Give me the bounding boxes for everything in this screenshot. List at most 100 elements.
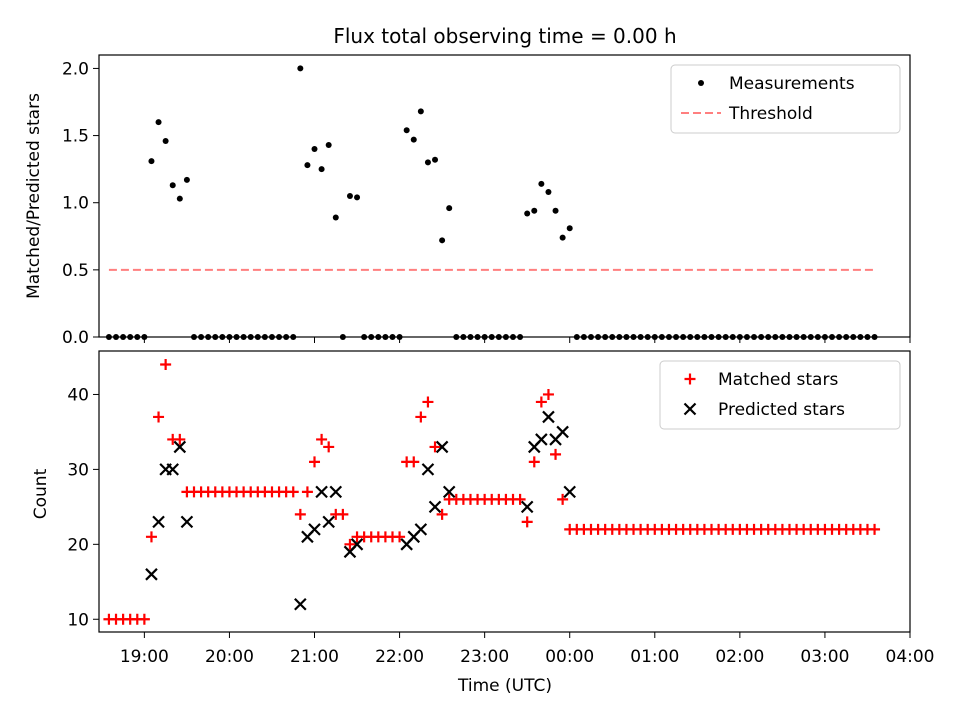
top-y-axis-label: Matched/Predicted stars	[24, 93, 44, 299]
predicted-star-point	[556, 425, 569, 439]
matched-star-point	[550, 448, 562, 460]
predicted-star-point	[173, 440, 187, 454]
measurement-point	[439, 237, 446, 244]
top-axes-frame	[98, 54, 911, 338]
measurement-point	[559, 234, 566, 241]
matched-star-point	[436, 508, 448, 520]
matched-star-point	[429, 441, 441, 453]
x-tick-label: 03:00	[800, 647, 849, 667]
top-y-tick-label: 0.0	[62, 328, 89, 348]
matched-star-point	[394, 531, 406, 543]
top-y-tick-label: 2.0	[62, 59, 89, 79]
bottom-legend: Matched stars Predicted stars	[659, 360, 901, 430]
matched-star-point	[535, 396, 547, 408]
predicted-star-point	[315, 485, 328, 499]
matched-star-point	[316, 433, 328, 445]
predicted-star-point	[180, 515, 194, 529]
measurement-point	[354, 194, 361, 201]
matched-star-point	[287, 486, 299, 498]
matched-star-point	[294, 508, 306, 520]
bottom-y-tick-label: 10	[67, 610, 89, 630]
predicted-star-point	[435, 440, 449, 454]
measurement-point	[346, 193, 353, 199]
measurement-point	[432, 156, 439, 163]
x-tick-label: 23:00	[460, 647, 509, 667]
predicted-star-point	[145, 568, 158, 581]
top-legend: Measurements Threshold	[670, 64, 901, 134]
measurement-point	[332, 214, 339, 221]
matched-star-point	[869, 523, 881, 535]
predicted-star-point	[428, 500, 442, 514]
x-tick-label: 20:00	[205, 647, 254, 667]
x-tick-label: 00:00	[545, 647, 594, 667]
bottom-y-tick-label: 20	[67, 535, 89, 555]
measurement-point	[538, 180, 545, 187]
top-legend-label: Threshold	[728, 104, 813, 124]
matched-star-point	[138, 613, 150, 625]
measurement-point	[176, 195, 183, 202]
bottom-series-0	[103, 358, 881, 625]
predicted-star-point	[542, 410, 555, 424]
matched-star-point	[415, 411, 427, 423]
bottom-series-1	[145, 410, 576, 611]
matched-star-point	[153, 411, 165, 423]
predicted-star-point	[563, 485, 576, 499]
measurement-point	[183, 176, 190, 183]
bottom-y-tick-label: 40	[67, 385, 89, 405]
x-axis-label: Time (UTC)	[457, 676, 552, 696]
matched-star-point	[408, 456, 420, 468]
bottom-legend-box	[659, 360, 901, 430]
matched-star-point	[145, 531, 157, 543]
x-tick-label: 19:00	[120, 647, 169, 667]
measurement-point	[325, 141, 332, 148]
matched-star-point	[521, 516, 533, 528]
matched-star-point	[301, 486, 313, 498]
bottom-legend-label: Matched stars	[718, 370, 838, 390]
measurement-point	[424, 159, 431, 166]
chart-title: Flux total observing time = 0.00 h	[333, 24, 676, 48]
top-legend-marker	[698, 80, 704, 86]
matched-star-point	[309, 456, 321, 468]
predicted-star-point	[535, 433, 548, 446]
predicted-star-point	[294, 597, 307, 611]
measurement-point	[155, 119, 162, 126]
matched-star-point	[542, 388, 554, 400]
matched-star-point	[160, 358, 172, 370]
matched-star-point	[514, 493, 526, 505]
top-y-tick-label: 1.5	[62, 127, 89, 147]
bottom-axes-frame	[98, 350, 911, 633]
matched-star-point	[344, 538, 356, 550]
measurement-point	[531, 207, 538, 214]
measurement-point	[162, 137, 169, 144]
top-y-tick-label: 1.0	[62, 194, 89, 214]
measurement-point	[524, 210, 531, 217]
x-tick-label: 22:00	[375, 647, 424, 667]
measurement-point	[446, 205, 453, 212]
matched-star-point	[528, 456, 540, 468]
x-tick-label: 21:00	[290, 647, 339, 667]
measurement-point	[545, 188, 552, 195]
predicted-star-point	[329, 485, 343, 499]
predicted-star-point	[520, 500, 534, 514]
measurement-point	[318, 166, 325, 173]
top-legend-label: Measurements	[729, 74, 855, 94]
bottom-legend-marker	[684, 373, 696, 385]
predicted-star-point	[350, 538, 364, 551]
measurement-point	[169, 182, 176, 189]
top-legend-box	[670, 64, 901, 134]
matched-star-point	[337, 508, 349, 520]
measurement-point	[566, 225, 573, 232]
x-tick-label: 04:00	[886, 647, 935, 667]
bottom-y-axis-label: Count	[31, 468, 51, 519]
top-y-tick-label: 0.5	[62, 261, 89, 281]
measurement-point	[417, 108, 424, 115]
measurement-point	[403, 127, 410, 134]
bottom-panel: 10 20 30 40 19:00 20:00 21:00 22:00 23:00 00:00 01…	[67, 350, 935, 667]
predicted-star-point	[442, 485, 456, 499]
x-tick-label: 02:00	[715, 647, 764, 667]
top-panel: 0.0 0.5 1.0 1.5 2.0 Measurements Threshold	[62, 54, 911, 348]
bottom-y-tick-label: 30	[67, 460, 89, 480]
measurement-point	[311, 146, 318, 152]
